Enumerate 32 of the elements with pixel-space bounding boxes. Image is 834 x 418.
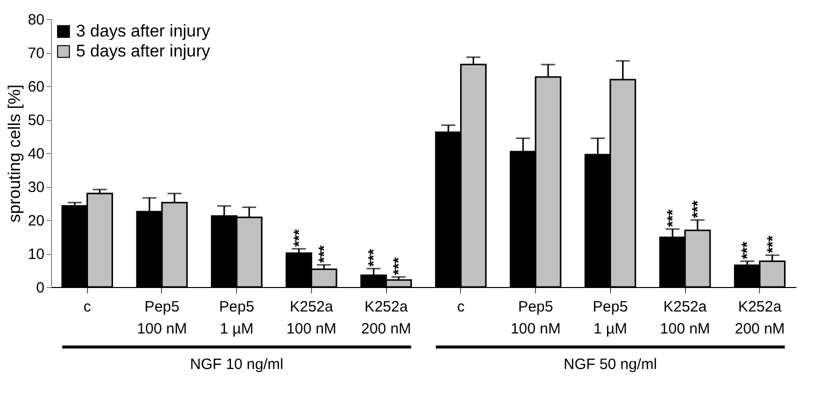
legend-label: 3 days after injury — [76, 22, 211, 40]
x-tick-label: K252a 200 nM — [361, 298, 412, 338]
annotation: *** — [690, 200, 707, 218]
x-tick-label: Pep5 1 µM — [592, 298, 628, 338]
annotation: *** — [366, 248, 383, 267]
x-tick-label: Pep5 100 nM — [510, 298, 561, 338]
annotation: *** — [390, 257, 408, 275]
x-tick-label: c — [83, 298, 92, 316]
text: NGF 50 ng/ml — [564, 356, 657, 373]
y-tick-label: 80 — [28, 12, 44, 28]
y-tick-label: 50 — [28, 112, 44, 129]
y-tick-label: 70 — [28, 45, 44, 62]
x-tick-label: Pep5 100 nM — [136, 298, 187, 338]
x-tick-label: c — [457, 298, 466, 316]
x-tick-label: Pep5 1 µM — [219, 298, 254, 338]
annotation: *** — [664, 209, 682, 228]
annotation: *** — [739, 242, 756, 260]
x-tick-label: K252a 100 nM — [286, 298, 336, 338]
legend-label: 5 days after injury — [76, 42, 211, 60]
x-tick-label: K252a 100 nM — [660, 298, 710, 338]
y-tick-label: 40 — [28, 146, 44, 162]
x-tick-label: K252a 200 nM — [734, 298, 785, 338]
y-tick-label: 10 — [28, 246, 44, 263]
annotation: *** — [290, 229, 308, 247]
y-tick-label: 0 — [36, 280, 44, 296]
text: NGF 10 ng/ml — [190, 356, 284, 373]
y-tick-label: 20 — [28, 212, 44, 230]
annotation: *** — [316, 245, 333, 263]
y-tick-label: 60 — [28, 78, 44, 96]
y-tick-label: 30 — [28, 179, 44, 196]
y-axis-title: sprouting cells [%] — [4, 84, 24, 222]
annotation: *** — [764, 236, 782, 254]
